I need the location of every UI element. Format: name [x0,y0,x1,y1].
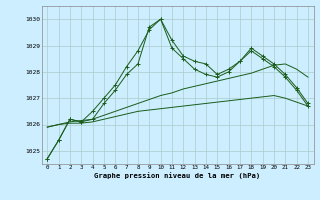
X-axis label: Graphe pression niveau de la mer (hPa): Graphe pression niveau de la mer (hPa) [94,172,261,179]
